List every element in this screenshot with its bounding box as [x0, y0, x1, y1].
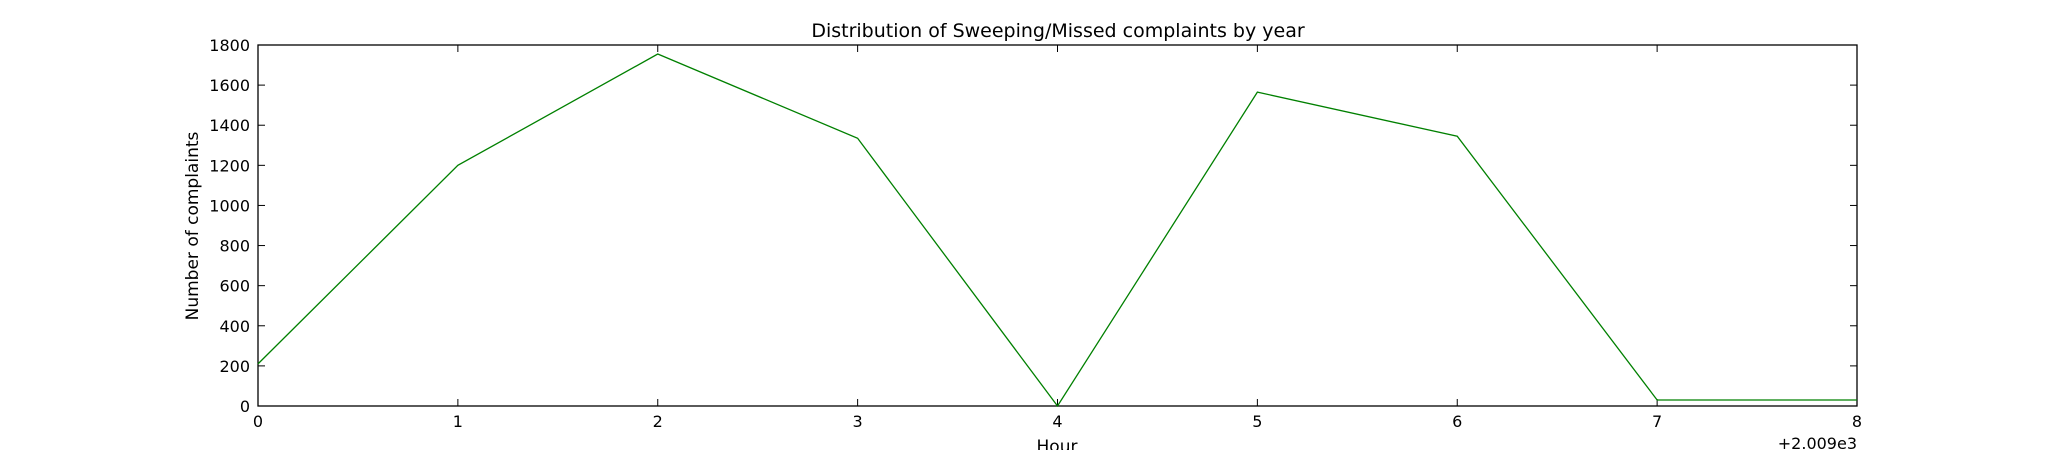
x-offset-label: +2.009e3: [1778, 434, 1857, 450]
y-axis-label: Number of complaints: [183, 131, 203, 320]
x-tick-label: 1: [453, 412, 463, 431]
y-tick-label: 600: [219, 277, 250, 296]
y-axis: 0 200 400 600 800 1000 1200 1400 1600 1800: [209, 36, 1857, 416]
x-tick-label: 3: [853, 412, 863, 431]
y-tick-label: 1800: [209, 36, 250, 55]
x-axis-label: Hour: [1037, 437, 1078, 450]
y-tick-label: 200: [219, 357, 250, 376]
x-tick-label: 8: [1852, 412, 1862, 431]
y-tick-label: 400: [219, 317, 250, 336]
series-layer: [257, 53, 1857, 408]
x-tick-label: 0: [253, 412, 263, 431]
x-tick-label: 5: [1252, 412, 1262, 431]
x-tick-label: 7: [1652, 412, 1662, 431]
y-tick-label: 1200: [209, 156, 250, 175]
y-tick-label: 0: [240, 397, 250, 416]
y-tick-label: 1000: [209, 196, 250, 215]
y-tick-label: 1400: [209, 116, 250, 135]
chart-title: Distribution of Sweeping/Missed complain…: [811, 20, 1305, 42]
x-tick-label: 4: [1052, 412, 1062, 431]
x-axis: 0 1 2 3 4 5 6 7 8: [253, 45, 1862, 431]
y-tick-label: 1600: [209, 76, 250, 95]
series-line: [257, 53, 1857, 408]
plot-frame: [257, 44, 1858, 407]
x-tick-label: 6: [1452, 412, 1462, 431]
y-tick-label: 800: [219, 237, 250, 256]
x-tick-label: 2: [653, 412, 663, 431]
